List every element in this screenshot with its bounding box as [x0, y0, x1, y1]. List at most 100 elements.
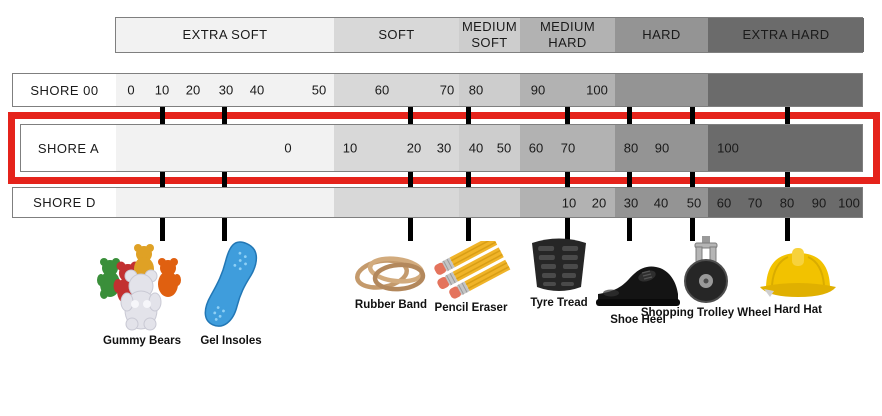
gel-insoles-label: Gel Insoles: [200, 335, 262, 347]
gel-insoles-item: Gel Insoles: [194, 238, 268, 347]
hard-hat-label: Hard Hat: [774, 304, 822, 316]
hardness-category-medium-soft: MEDIUM SOFT: [459, 18, 520, 52]
gummy-bears-label: Gummy Bears: [103, 335, 181, 347]
connector-tick-x224-gap2: [222, 172, 227, 187]
shore-d-band-soft: [334, 188, 459, 217]
shore-00-value-60: 60: [374, 82, 390, 98]
shore-00-band-soft: [334, 74, 459, 106]
shoe-heel-item: Shoe Heel: [595, 251, 681, 326]
hard-hat-image: [760, 248, 836, 297]
connector-tick-x567-gap2: [565, 172, 570, 187]
shore-a-band-soft: [334, 125, 459, 171]
shore-a-highlight-box: SHORE A 0 10 20 30 40 50 60 70 80 90 100: [8, 112, 880, 184]
shore-d-value-20: 20: [591, 195, 607, 210]
hardness-category-medium-hard: MEDIUM HARD: [520, 18, 615, 52]
shore-d-value-70: 70: [747, 195, 763, 210]
connector-tick-x567-gap3: [565, 218, 570, 241]
shore-a-value-20: 20: [406, 140, 422, 156]
shore-a-band-hard: [615, 125, 708, 171]
shore-d-band-extra-soft: [116, 188, 334, 217]
shoe-heel-label: Shoe Heel: [610, 314, 666, 326]
hardness-category-hard: HARD: [615, 18, 708, 52]
connector-tick-x468-gap1: [466, 107, 471, 124]
connector-tick-x224-gap1: [222, 107, 227, 124]
shore-00-bands: [116, 74, 862, 106]
shore-a-bands: [116, 125, 862, 171]
hardness-category-soft: SOFT: [334, 18, 459, 52]
hardness-category-header: EXTRA SOFT SOFT MEDIUM SOFT MEDIUM HARD HARD…: [115, 17, 864, 53]
shore-00-value-20: 20: [185, 82, 201, 98]
shore-a-value-60: 60: [528, 140, 544, 156]
shore-00-value-50: 50: [311, 82, 327, 98]
shore-d-value-50: 50: [686, 195, 702, 210]
shore-d-row-label: SHORE D: [13, 188, 116, 217]
shore-d-value-40: 40: [653, 195, 669, 210]
shore-00-value-80: 80: [468, 82, 484, 98]
shore-a-value-90: 90: [654, 140, 670, 156]
shore-00-value-40: 40: [249, 82, 265, 98]
connector-tick-x468-gap2: [466, 172, 471, 187]
shore-a-value-10: 10: [342, 140, 358, 156]
shopping-trolley-wheel-label: Shopping Trolley Wheel: [640, 307, 772, 319]
shore-a-band-extra-soft: [116, 125, 334, 171]
tyre-tread-item: Tyre Tread: [523, 236, 595, 309]
shore-a-row-label: SHORE A: [21, 125, 116, 171]
shore-00-band-hard: [615, 74, 708, 106]
hardness-category-extra-soft: EXTRA SOFT: [116, 18, 334, 52]
gummy-bears-image: [97, 244, 181, 331]
shore-d-value-80: 80: [779, 195, 795, 210]
connector-tick-x692-gap3: [690, 218, 695, 241]
shore-00-value-0: 0: [127, 82, 135, 98]
connector-tick-x787-gap3: [785, 218, 790, 241]
connector-tick-x567-gap1: [565, 107, 570, 124]
shore-00-band-medium-hard: [520, 74, 615, 106]
connector-tick-x162-gap2: [160, 172, 165, 187]
shore-d-band-hard: [615, 188, 708, 217]
pencil-eraser-image: [434, 241, 511, 299]
rubber-band-image: [355, 256, 426, 292]
connector-tick-x410-gap2: [408, 172, 413, 187]
shore-00-row: SHORE 00 0 10 20 30 40 50 60 70 80 90 100: [12, 73, 863, 107]
shore-00-value-30: 30: [218, 82, 234, 98]
connector-tick-x787-gap2: [785, 172, 790, 187]
shore-a-row: SHORE A 0 10 20 30 40 50 60 70 80 90 100: [20, 124, 863, 172]
shopping-trolley-wheel-image: [684, 236, 728, 303]
shore-00-value-100: 100: [586, 82, 608, 98]
rubber-band-item: Rubber Band: [350, 250, 432, 311]
shore-a-value-40: 40: [468, 140, 484, 156]
pencil-eraser-item: Pencil Eraser: [431, 241, 511, 314]
connector-tick-x787-gap1: [785, 107, 790, 124]
shore-d-value-100: 100: [838, 195, 860, 210]
shore-a-value-80: 80: [623, 140, 639, 156]
shore-a-value-30: 30: [436, 140, 452, 156]
shoe-heel-image: [596, 266, 680, 306]
connector-tick-x468-gap3: [466, 218, 471, 241]
shore-00-value-10: 10: [154, 82, 170, 98]
pencil-eraser-label: Pencil Eraser: [434, 302, 508, 314]
connector-tick-x692-gap2: [690, 172, 695, 187]
shore-a-band-medium-hard: [520, 125, 615, 171]
shore-00-value-90: 90: [530, 82, 546, 98]
shore-a-value-0: 0: [284, 140, 292, 156]
connector-tick-x629-gap2: [627, 172, 632, 187]
shore-d-band-medium-hard: [520, 188, 615, 217]
hardness-category-extra-hard: EXTRA HARD: [708, 18, 864, 52]
shore-00-band-extra-hard: [708, 74, 862, 106]
gel-insoles-image: [204, 241, 258, 327]
shore-d-value-90: 90: [811, 195, 827, 210]
tyre-tread-image: [532, 238, 586, 291]
shore-a-value-100: 100: [717, 140, 739, 156]
connector-tick-x692-gap1: [690, 107, 695, 124]
shore-d-value-30: 30: [623, 195, 639, 210]
shore-a-band-extra-hard: [708, 125, 862, 171]
shore-d-value-60: 60: [716, 195, 732, 210]
shore-00-band-medium-soft: [459, 74, 520, 106]
connector-tick-x410-gap1: [408, 107, 413, 124]
shore-00-value-70: 70: [439, 82, 455, 98]
shore-d-band-extra-hard: [708, 188, 862, 217]
gummy-bears-item: Gummy Bears: [90, 236, 194, 347]
connector-tick-x224-gap3: [222, 218, 227, 241]
shore-a-value-50: 50: [496, 140, 512, 156]
shore-d-bands: [116, 188, 862, 217]
